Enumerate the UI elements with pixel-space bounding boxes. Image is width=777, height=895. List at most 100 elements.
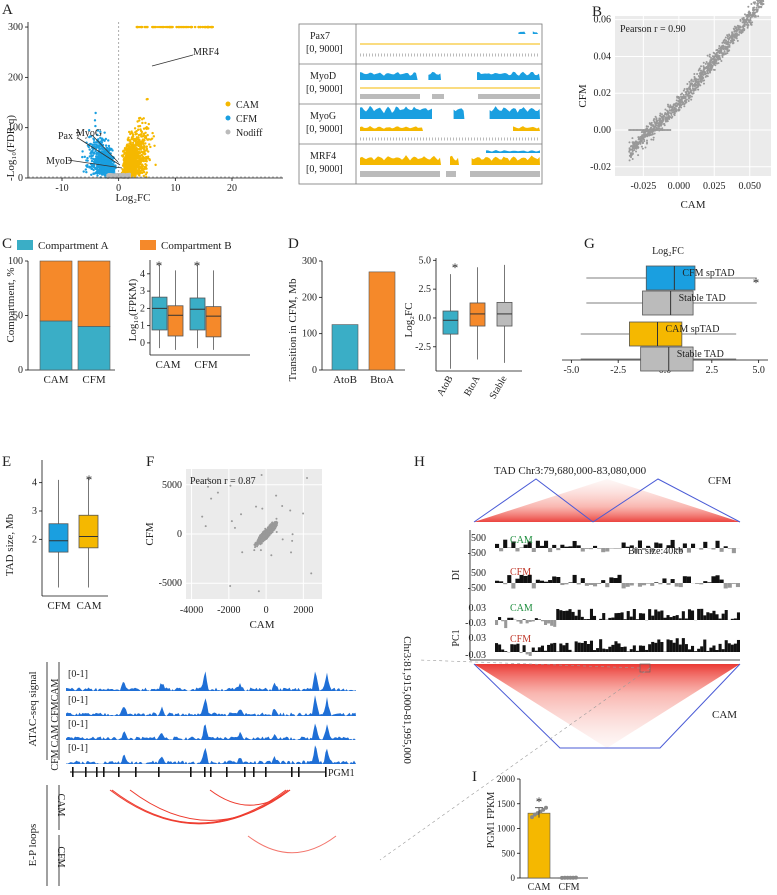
hic-cfm-label: CFM <box>708 475 731 487</box>
scatter-b-point <box>673 113 676 116</box>
volcano-point-cam <box>134 131 137 134</box>
pc1-cam-bar-pos <box>638 613 642 620</box>
scatter-f-point <box>267 533 270 536</box>
scatter-b-point <box>640 145 643 148</box>
box-e-ytick-label: 2 <box>32 534 37 545</box>
scatter-f-point <box>257 541 260 544</box>
pc1-cfm-bar-pos <box>568 649 572 652</box>
volcano-xtick-label: 20 <box>227 183 237 194</box>
di-cam-bar-neg <box>613 548 618 549</box>
volcano-point-cfm <box>109 148 112 151</box>
scatter-b-point <box>762 3 765 6</box>
volcano-point-cam <box>142 147 146 151</box>
scatter-b-point <box>687 91 690 94</box>
scatter-b-point <box>707 64 710 67</box>
volcano-point-cam <box>132 148 136 151</box>
track-myog-gene: MyoG <box>310 111 336 122</box>
volcano-point-cam <box>123 151 126 154</box>
gene-name-pgm1: PGM1 <box>328 768 355 779</box>
di-tick-1: 500 <box>471 533 486 544</box>
volcano-point-cfm <box>90 154 93 157</box>
pc1-cam-bar-pos <box>617 612 621 620</box>
scatter-b-point <box>688 96 691 99</box>
di-cam-bar-neg <box>609 548 614 549</box>
myod-gene <box>478 94 540 99</box>
pc1-cam-bar-pos <box>632 609 636 620</box>
pc1-tick-4: -0.03 <box>465 650 486 661</box>
gene-exon <box>158 767 160 777</box>
bar-i-bar <box>527 812 551 879</box>
di-cam-bar-neg <box>711 548 716 550</box>
di-cfm-bar-neg <box>576 583 581 585</box>
track-pax7-range: [0, 9000] <box>306 44 343 55</box>
volcano-point-cam <box>131 141 135 145</box>
scatter-f-point <box>270 524 273 527</box>
pc1-cfm-bar-pos <box>547 644 551 652</box>
scatter-b-point <box>639 138 642 141</box>
volcano-point-cam <box>140 163 144 167</box>
scatter-b-point <box>652 136 655 139</box>
di-cfm-label: CFM <box>510 567 531 578</box>
pc1-cam-bar-pos <box>510 617 514 620</box>
di-cam-bar-neg <box>731 548 736 554</box>
scatter-b-point <box>644 131 647 134</box>
box-e-ylabel: TAD size, Mb <box>4 513 16 576</box>
box-c-box <box>189 297 206 331</box>
scatter-b-point <box>733 25 736 28</box>
scatter-b-point <box>719 48 722 51</box>
gene-exon <box>204 767 206 777</box>
scatter-b-point <box>635 150 638 153</box>
panel-label-f: F <box>146 454 154 470</box>
legend-compartment-a-swatch <box>17 240 33 250</box>
box-e-ytick-label: 3 <box>32 506 37 517</box>
pc1-cam-bar-neg <box>525 620 529 624</box>
scatter-b-point <box>685 92 688 95</box>
pc1-cfm-bar-pos <box>645 649 649 652</box>
di-cfm-bar-neg <box>637 583 642 587</box>
pc1-cam-bar-pos <box>522 619 526 620</box>
di-cfm-bar-neg <box>695 583 700 584</box>
scatter-b-point <box>721 56 724 59</box>
scatter-b-point <box>681 92 684 95</box>
volcano-ytick-label: 0 <box>18 173 23 184</box>
pc1-cfm-bar-pos <box>648 644 652 652</box>
scatter-f-point <box>204 525 207 528</box>
scatter-b-point <box>628 159 631 162</box>
scatter-b-point <box>690 83 693 86</box>
volcano-point-cam <box>182 25 185 29</box>
pc1-cam-bar-pos <box>626 611 630 620</box>
gene-exon <box>135 767 137 777</box>
panel-label-d: D <box>288 236 299 252</box>
scatter-b-point <box>737 27 740 30</box>
scatter-b-point <box>739 25 742 28</box>
volcano-point-cam <box>127 170 131 173</box>
panel-label-e: E <box>2 454 11 470</box>
volcano-point-cfm <box>94 149 97 153</box>
volcano-point-cfm <box>104 166 107 169</box>
di-cfm-bar-neg <box>621 583 626 589</box>
scatter-b-point <box>650 138 653 141</box>
pc1-cfm-bar-pos <box>715 650 719 652</box>
pc1-cam-bar-pos <box>697 608 701 620</box>
volcano-point-cam <box>145 167 148 170</box>
pc1-cfm-bar-pos <box>733 643 737 652</box>
pc1-cam-bar-pos <box>589 608 593 620</box>
volcano-point-cfm <box>96 155 99 159</box>
scatter-b-point <box>696 86 699 89</box>
pc1-cfm-bar-pos <box>553 642 557 652</box>
volcano-point-cam <box>178 25 182 29</box>
myod-gene <box>360 94 420 99</box>
scatter-b-point <box>752 6 755 9</box>
pc1-cam-bar-pos <box>556 608 560 620</box>
volcano-point-cam <box>127 130 131 134</box>
scatter-f-point <box>216 491 219 494</box>
legend-cam-dot <box>225 101 231 107</box>
scatter-b-point <box>747 24 750 27</box>
scatter-b-point <box>722 45 725 48</box>
scatter-b-point <box>682 97 685 100</box>
pc1-cfm-bar-pos <box>626 651 630 652</box>
di-cam-bar-pos <box>560 544 565 548</box>
scatter-b-point <box>690 78 693 81</box>
